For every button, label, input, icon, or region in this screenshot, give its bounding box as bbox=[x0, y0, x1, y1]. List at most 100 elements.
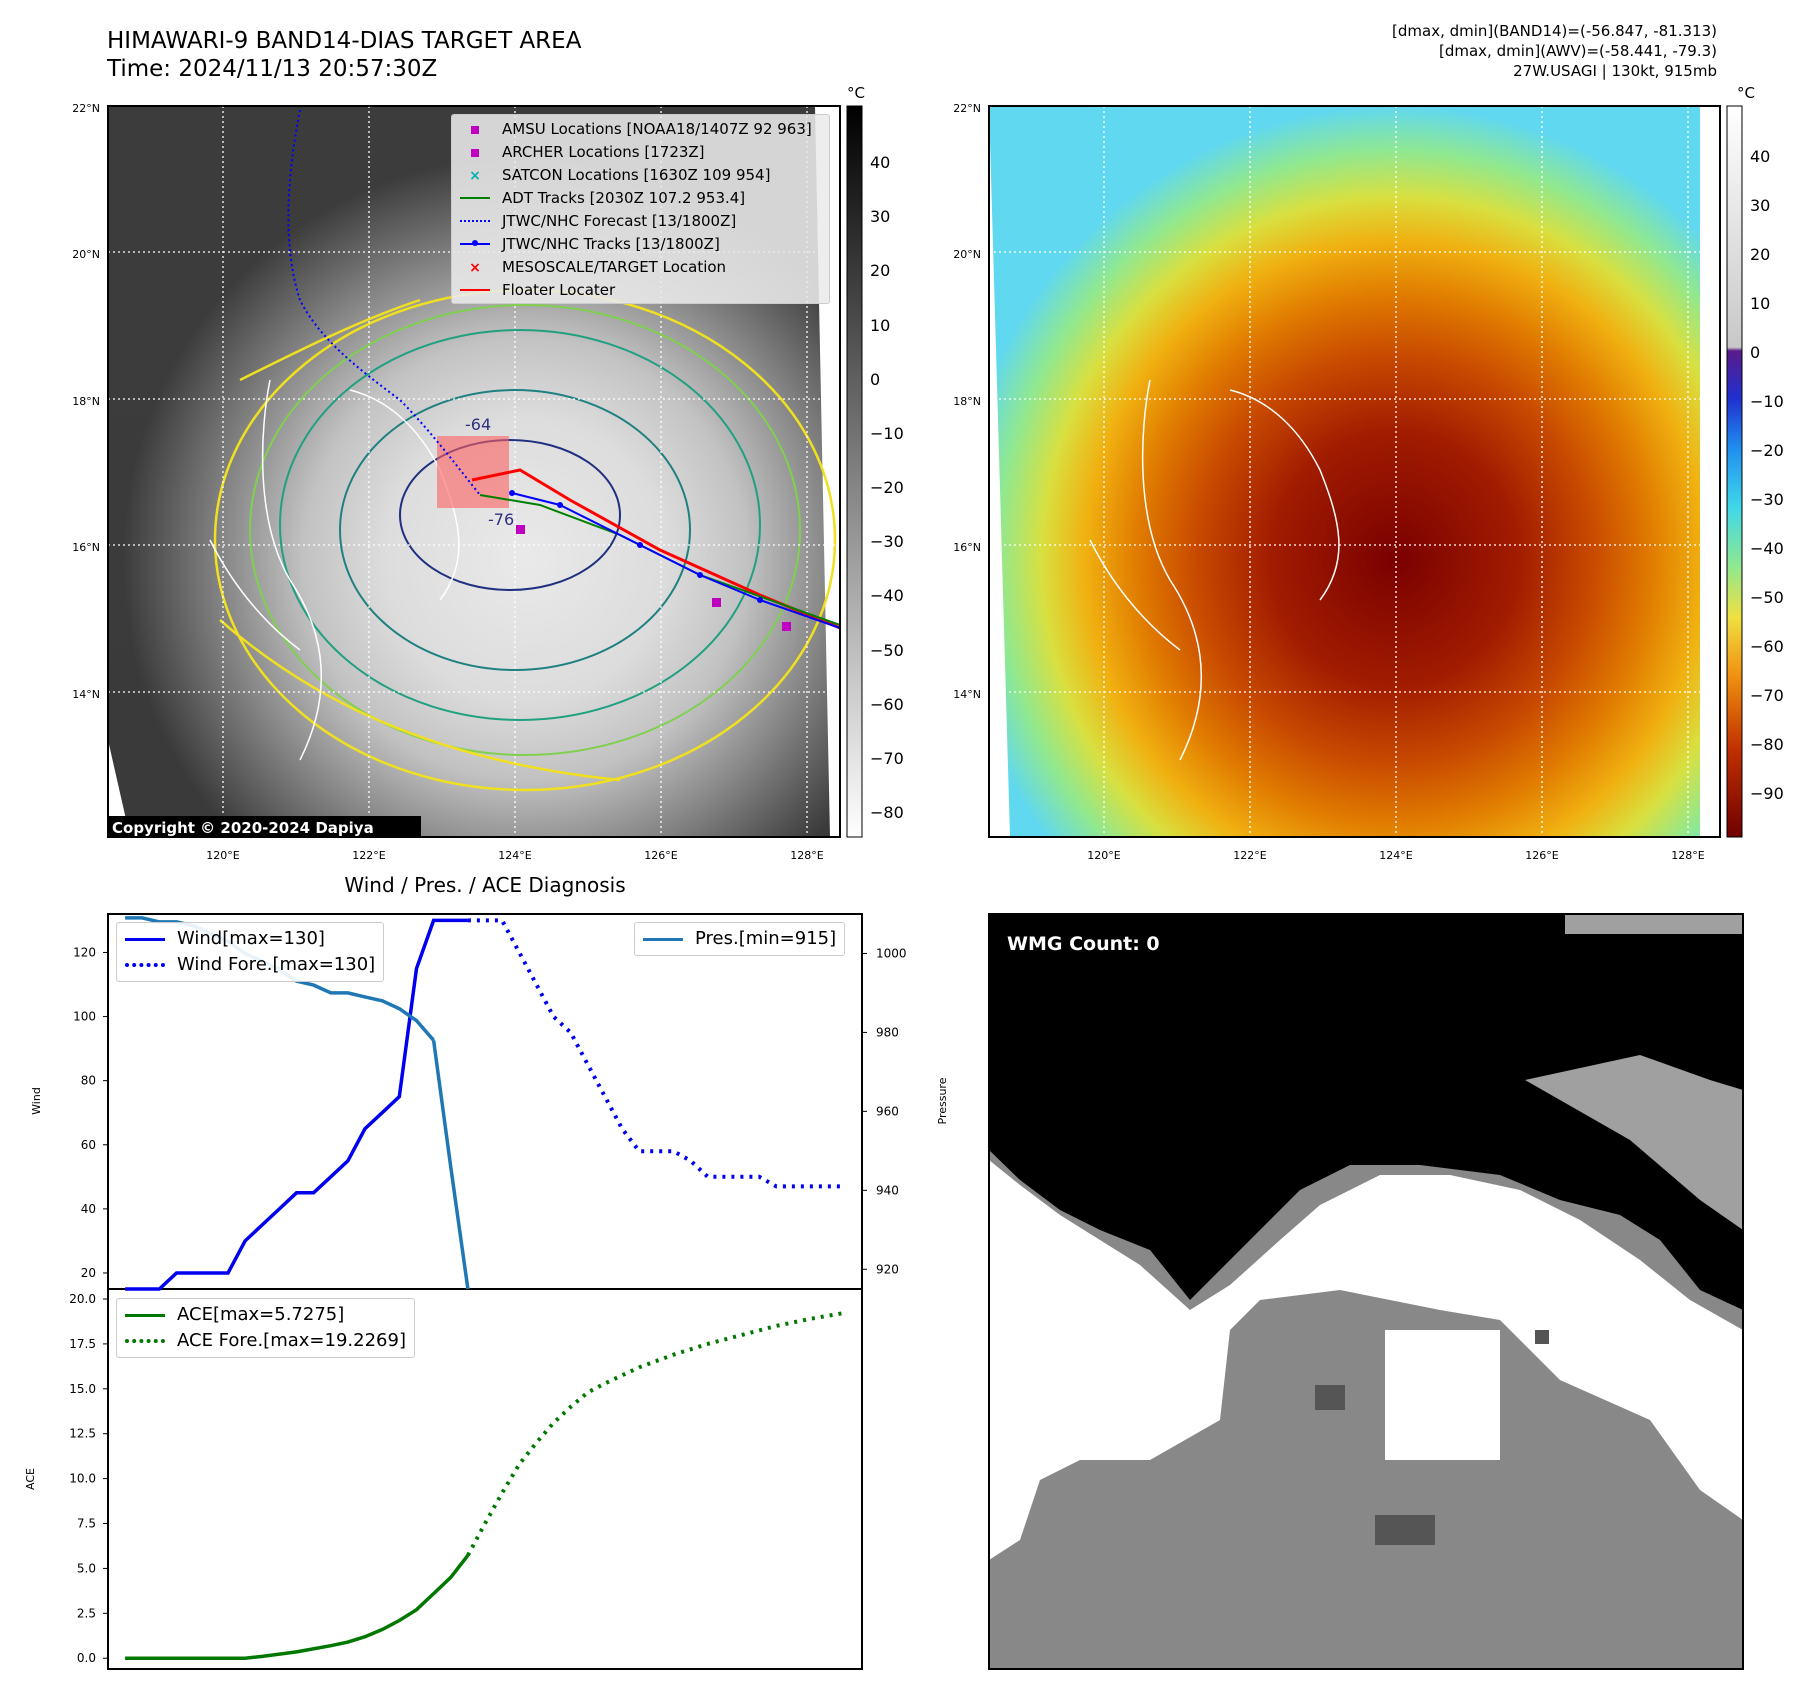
wmg-gray-upper-right bbox=[1525, 1055, 1743, 1230]
wmg-white-region bbox=[989, 1160, 1743, 1560]
svg-text:−50: −50 bbox=[870, 641, 904, 660]
svg-text:18°N: 18°N bbox=[72, 395, 100, 408]
svg-text:−50: −50 bbox=[1750, 588, 1784, 607]
ace-tick-label: 15.0 bbox=[69, 1382, 96, 1396]
svg-text:−20: −20 bbox=[1750, 441, 1784, 460]
svg-text:126°E: 126°E bbox=[644, 849, 677, 862]
wind-chart: 20 40 60 80 100 120 920 940 960 980 1000 bbox=[73, 916, 907, 1291]
svg-text:−70: −70 bbox=[1750, 686, 1784, 705]
wmg-eye bbox=[1385, 1330, 1500, 1460]
svg-text:20: 20 bbox=[870, 261, 890, 280]
jtwc-forecast-track bbox=[287, 109, 481, 496]
wind-axis-label: Wind bbox=[30, 1087, 43, 1115]
pressure-tick-label: 920 bbox=[876, 1262, 899, 1276]
svg-text:16°N: 16°N bbox=[953, 541, 981, 554]
contour-label-76: -76 bbox=[488, 510, 514, 529]
svg-text:10: 10 bbox=[1750, 294, 1770, 313]
svg-text:−70: −70 bbox=[870, 749, 904, 768]
pressure-tick-label: 960 bbox=[876, 1104, 899, 1118]
amsu-marker bbox=[712, 598, 721, 607]
wmg-count-label: WMG Count: 0 bbox=[1007, 933, 1160, 955]
page-title: HIMAWARI-9 BAND14-DIAS TARGET AREA bbox=[107, 28, 582, 54]
map-legend-item: AMSU Locations [NOAA18/1407Z 92 963] bbox=[452, 117, 829, 140]
map-legend-label: JTWC/NHC Tracks [13/1800Z] bbox=[502, 234, 720, 253]
map-legend-label: AMSU Locations [NOAA18/1407Z 92 963] bbox=[502, 119, 812, 138]
map-legend-swatch bbox=[458, 143, 492, 161]
svg-text:22°N: 22°N bbox=[953, 102, 981, 115]
svg-text:−10: −10 bbox=[870, 424, 904, 443]
storm-info: 27W.USAGI | 130kt, 915mb bbox=[1513, 62, 1717, 80]
contour-label-64: -64 bbox=[465, 415, 491, 434]
wind-tick-label: 20 bbox=[81, 1266, 96, 1280]
wind-legend-label: Wind[max=130] bbox=[177, 928, 325, 949]
ace-tick-label: 7.5 bbox=[77, 1517, 96, 1531]
series-pres-drop bbox=[431, 1040, 470, 1290]
ace-fore-legend-label: ACE Fore.[max=19.2269] bbox=[177, 1330, 406, 1351]
map-legend-swatch bbox=[458, 189, 492, 207]
svg-text:120°E: 120°E bbox=[1087, 849, 1120, 862]
map-legend-label: ADT Tracks [2030Z 107.2 953.4] bbox=[502, 188, 746, 207]
svg-text:18°N: 18°N bbox=[953, 395, 981, 408]
diagnosis-title: Wind / Pres. / ACE Diagnosis bbox=[344, 873, 625, 897]
svg-text:40: 40 bbox=[1750, 147, 1770, 166]
map-legend-item: JTWC/NHC Forecast [13/1800Z] bbox=[452, 209, 829, 232]
stats-band14: [dmax, dmin](BAND14)=(-56.847, -81.313) bbox=[1392, 22, 1717, 40]
map-legend-swatch: × bbox=[469, 259, 481, 276]
svg-text:16°N: 16°N bbox=[72, 541, 100, 554]
wind-tick-label: 120 bbox=[73, 945, 96, 959]
map-legend-label: ARCHER Locations [1723Z] bbox=[502, 142, 705, 161]
awv-axis-labels: 22°N 20°N 18°N 16°N 14°N 120°E 122°E 124… bbox=[953, 102, 1705, 862]
series-ace-max-5-7275- bbox=[125, 1554, 470, 1660]
pressure-tick-label: 1000 bbox=[876, 946, 907, 960]
copyright-label: Copyright © 2020-2024 Dapiya bbox=[112, 819, 374, 837]
pressure-axis-label: Pressure bbox=[936, 1077, 949, 1124]
svg-text:124°E: 124°E bbox=[498, 849, 531, 862]
pres-legend: Pres.[min=915] bbox=[634, 922, 846, 956]
ace-axis-label: ACE bbox=[24, 1468, 37, 1490]
svg-text:122°E: 122°E bbox=[352, 849, 385, 862]
svg-text:−60: −60 bbox=[870, 695, 904, 714]
awv-colorbar: °C 40 30 20 10 0 −10 −20 −30 −40 −50 −60… bbox=[1726, 84, 1784, 838]
map-legend-swatch bbox=[458, 235, 492, 253]
awv-map-panel bbox=[988, 105, 1721, 838]
svg-text:128°E: 128°E bbox=[790, 849, 823, 862]
ace-chart: 0.0 2.5 5.0 7.5 10.0 12.5 15.0 17.5 20.0 bbox=[69, 1292, 846, 1665]
svg-text:14°N: 14°N bbox=[72, 688, 100, 701]
wind-tick-label: 100 bbox=[73, 1010, 96, 1024]
wmg-panel: WMG Count: 0 bbox=[988, 913, 1744, 1670]
wmg-black-region bbox=[989, 914, 1743, 1310]
ir-colorbar-unit: °C bbox=[847, 84, 865, 102]
svg-text:−20: −20 bbox=[870, 478, 904, 497]
svg-text:−30: −30 bbox=[870, 532, 904, 551]
svg-text:30: 30 bbox=[870, 207, 890, 226]
svg-text:−80: −80 bbox=[870, 803, 904, 822]
svg-text:120°E: 120°E bbox=[206, 849, 239, 862]
svg-text:124°E: 124°E bbox=[1379, 849, 1412, 862]
awv-colorbar-unit: °C bbox=[1737, 84, 1755, 102]
pres-legend-label: Pres.[min=915] bbox=[695, 928, 837, 949]
pressure-tick-label: 980 bbox=[876, 1025, 899, 1039]
svg-text:−80: −80 bbox=[1750, 735, 1784, 754]
ace-tick-label: 20.0 bbox=[69, 1292, 96, 1306]
awv-satellite-image bbox=[989, 106, 1700, 837]
pressure-tick-label: 940 bbox=[876, 1183, 899, 1197]
svg-text:14°N: 14°N bbox=[953, 688, 981, 701]
series-wind-max-130- bbox=[125, 918, 468, 1291]
svg-text:0: 0 bbox=[1750, 343, 1760, 362]
jtwc-track bbox=[511, 492, 841, 629]
wind-tick-label: 40 bbox=[81, 1202, 96, 1216]
svg-text:22°N: 22°N bbox=[72, 102, 100, 115]
wind-tick-label: 60 bbox=[81, 1138, 96, 1152]
ir-colorbar: °C 40 30 20 10 0 −10 −20 −30 −40 −50 −60… bbox=[846, 84, 904, 838]
wind-fore-legend-label: Wind Fore.[max=130] bbox=[177, 954, 376, 975]
series-ace-fore-max-19-2269- bbox=[466, 1310, 846, 1557]
svg-text:128°E: 128°E bbox=[1671, 849, 1704, 862]
ace-tick-label: 5.0 bbox=[77, 1561, 96, 1575]
archer-marker bbox=[516, 525, 525, 534]
map-legend-swatch bbox=[458, 281, 492, 299]
ace-legend: ACE[max=5.7275] ACE Fore.[max=19.2269] bbox=[116, 1298, 415, 1358]
amsu-marker-2 bbox=[782, 622, 791, 631]
ace-tick-label: 10.0 bbox=[69, 1472, 96, 1486]
svg-text:10: 10 bbox=[870, 316, 890, 335]
